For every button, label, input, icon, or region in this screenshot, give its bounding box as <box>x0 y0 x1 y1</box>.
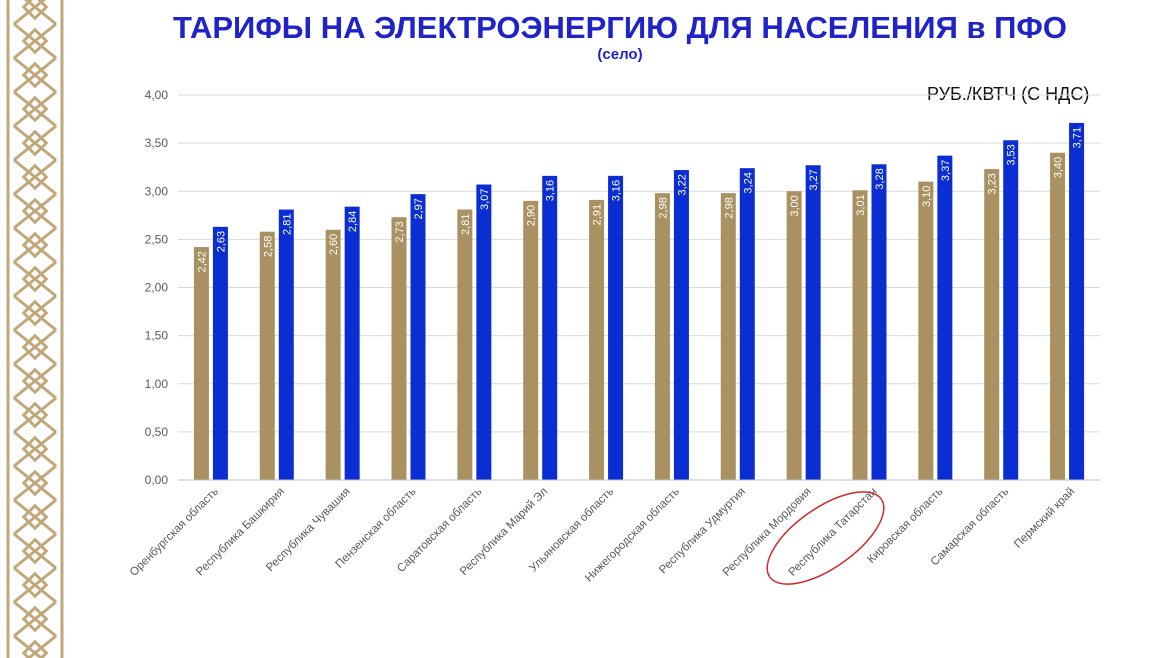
bar-data-label: 2,98 <box>657 197 669 218</box>
ornament-knot <box>6 90 64 128</box>
page-title: ТАРИФЫ НА ЭЛЕКТРОЭНЕРГИЮ ДЛЯ НАСЕЛЕНИЯ в… <box>173 10 1067 45</box>
bar-data-label: 2,42 <box>196 251 208 272</box>
bar-data-label: 3,23 <box>987 173 999 194</box>
bar-data-label: 3,71 <box>1072 127 1084 148</box>
bar-series-1 <box>523 200 539 480</box>
bar-series-1 <box>654 193 670 481</box>
bar-data-label: 3,27 <box>808 169 820 190</box>
ornament-knot <box>6 192 64 230</box>
bar-series-1 <box>193 247 209 480</box>
ornament-knot <box>6 22 64 60</box>
bar-series-2 <box>805 165 821 480</box>
bar-data-label: 3,40 <box>1053 157 1065 178</box>
y-tick-label: 1,50 <box>145 329 169 343</box>
ornament-knot <box>6 0 64 26</box>
unit-label: РУБ./КВТЧ (С НДС) <box>927 84 1090 104</box>
highlight-ellipse <box>766 491 885 585</box>
bar-series-2 <box>212 226 228 480</box>
bar-data-label: 3,37 <box>940 160 952 181</box>
bar-series-2 <box>673 170 689 480</box>
x-tick-label: Пермский край <box>1012 486 1077 551</box>
bar-data-label: 3,01 <box>855 194 867 215</box>
ornament-knot <box>6 362 64 400</box>
bar-series-2 <box>871 164 887 481</box>
ornament-knot <box>6 124 64 162</box>
y-tick-label: 2,50 <box>145 232 169 246</box>
bar-data-label: 3,53 <box>1006 144 1018 165</box>
ornament-knot <box>6 634 64 658</box>
decorative-border-ornament <box>6 0 64 658</box>
bar-series-2 <box>608 175 624 480</box>
ornament-knot <box>6 396 64 434</box>
bar-series-1 <box>259 231 275 480</box>
ornament-knot <box>6 226 64 264</box>
bar-series-1 <box>391 217 407 481</box>
bar-data-label: 2,98 <box>723 197 735 218</box>
y-tick-label: 1,00 <box>145 377 169 391</box>
bar-data-label: 2,81 <box>281 214 293 235</box>
ornament-knot <box>6 600 64 638</box>
bar-data-label: 2,90 <box>526 205 538 226</box>
bar-data-label: 3,22 <box>676 174 688 195</box>
bar-series-1 <box>918 181 934 480</box>
bar-series-2 <box>278 209 294 480</box>
y-tick-label: 3,50 <box>145 136 169 150</box>
bar-series-1 <box>720 193 736 481</box>
bar-series-1 <box>984 169 1000 481</box>
ornament-knot <box>6 158 64 196</box>
bar-series-1 <box>1050 152 1066 480</box>
bar-series-2 <box>344 206 360 480</box>
bar-data-label: 2,58 <box>262 236 274 257</box>
bar-series-2 <box>1069 122 1085 480</box>
bar-series-2 <box>937 155 953 480</box>
ornament-knot <box>6 260 64 298</box>
bar-data-label: 3,07 <box>479 189 491 210</box>
ornament-knot <box>6 294 64 332</box>
y-tick-label: 0,00 <box>145 473 169 487</box>
bar-series-1 <box>325 229 341 480</box>
bar-series-1 <box>457 209 473 480</box>
y-tick-label: 0,50 <box>145 425 169 439</box>
bar-data-label: 2,81 <box>460 214 472 235</box>
y-tick-label: 4,00 <box>145 88 169 102</box>
bar-series-2 <box>1003 140 1019 481</box>
ornament-knot <box>6 430 64 468</box>
bar-data-label: 3,24 <box>742 172 754 193</box>
bar-data-label: 3,16 <box>545 180 557 201</box>
bar-series-2 <box>410 194 426 480</box>
bar-data-label: 2,84 <box>347 211 359 232</box>
bar-data-label: 3,16 <box>611 180 623 201</box>
page-subtitle: (село) <box>597 46 643 63</box>
ornament-knot <box>6 464 64 502</box>
ornament-knot <box>6 328 64 366</box>
bar-data-label: 3,28 <box>874 168 886 189</box>
bar-series-2 <box>476 184 492 480</box>
bar-data-label: 2,91 <box>592 204 604 225</box>
y-tick-label: 3,00 <box>145 184 169 198</box>
bar-data-label: 3,00 <box>789 195 801 216</box>
y-tick-label: 2,00 <box>145 281 169 295</box>
bar-series-1 <box>852 190 868 480</box>
ornament-knot <box>6 532 64 570</box>
ornament-knot <box>6 498 64 536</box>
bar-data-label: 3,10 <box>921 186 933 207</box>
ornament-knot <box>6 566 64 604</box>
ornament-knot <box>6 56 64 94</box>
bar-data-label: 2,97 <box>413 198 425 219</box>
bar-series-1 <box>786 191 802 480</box>
bar-series-2 <box>739 168 755 480</box>
bar-series-1 <box>589 199 605 480</box>
bar-series-2 <box>542 175 558 480</box>
bar-data-label: 2,60 <box>328 234 340 255</box>
bar-data-label: 2,73 <box>394 221 406 242</box>
bar-data-label: 2,63 <box>215 231 227 252</box>
